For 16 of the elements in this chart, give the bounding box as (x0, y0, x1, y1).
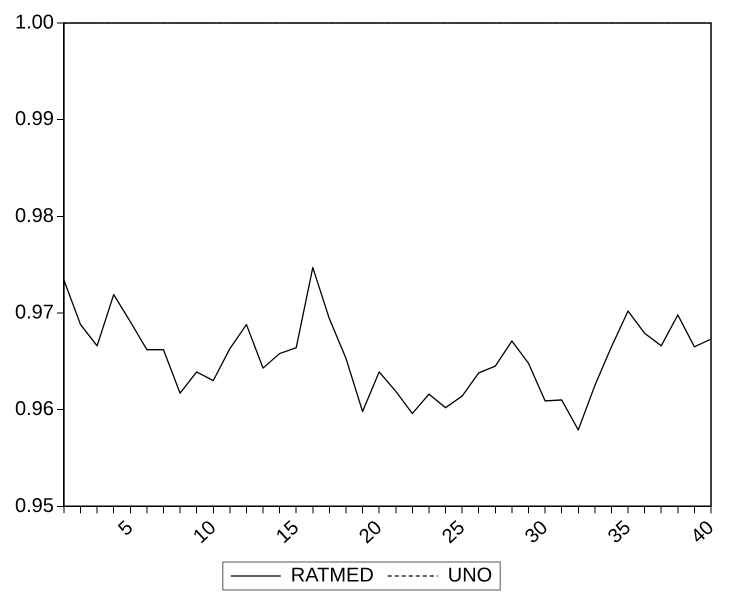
x-tick-label: 30 (520, 516, 552, 548)
x-tick-label: 15 (272, 516, 304, 548)
x-tick-label: 20 (355, 516, 386, 548)
x-tick-label: 10 (189, 516, 220, 548)
legend-label: RATMED (290, 564, 374, 587)
y-tick-label: 1.00 (14, 12, 54, 34)
y-tick-label: 0.97 (14, 301, 54, 324)
x-tick-label: 35 (604, 516, 636, 548)
y-tick-label: 0.95 (14, 494, 54, 517)
x-tick-label: 25 (438, 516, 470, 548)
y-tick-label: 0.96 (14, 398, 54, 420)
x-tick-label: 40 (686, 516, 718, 548)
y-tick-label: 0.98 (14, 204, 54, 227)
x-tick-label: 5 (114, 516, 138, 540)
legend-label: UNO (448, 564, 492, 587)
y-tick-label: 0.99 (14, 108, 54, 130)
